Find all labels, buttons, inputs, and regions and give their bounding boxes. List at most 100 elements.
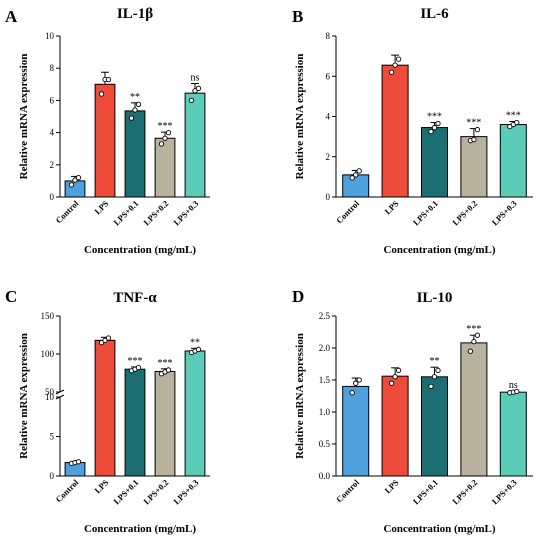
y-tick-label: 1.5: [319, 375, 331, 385]
data-point: [68, 182, 75, 188]
x-tick-label: LPS: [92, 477, 110, 495]
panel-letter: B: [292, 7, 303, 26]
data-point: [105, 335, 112, 341]
bar-control: [342, 174, 370, 198]
data-point: [165, 129, 172, 136]
bar-lps-0-1: [420, 376, 449, 477]
bar-lps: [381, 375, 409, 477]
chart-title: IL-6: [420, 6, 449, 22]
data-point: [514, 388, 520, 395]
x-tick-label: Control: [53, 198, 80, 225]
data-point: [105, 76, 112, 83]
chart-title: IL-10: [417, 290, 453, 306]
y-tick-label: 2.0: [319, 343, 331, 353]
x-tick-label: LPS+0.2: [450, 198, 479, 227]
y-tick-label: 2.5: [319, 311, 331, 321]
data-point: [356, 168, 362, 174]
bar-lps-0-3: [184, 350, 206, 477]
data-point: [195, 85, 202, 91]
data-point: [474, 126, 481, 133]
x-tick-label: LPS+0.2: [450, 477, 479, 506]
x-tick-label: LPS+0.2: [141, 477, 170, 506]
y-axis-label: Relative mRNA expression: [18, 54, 30, 180]
significance-label: ***: [158, 358, 173, 369]
chart-title: IL-1β: [117, 6, 153, 22]
data-point: [98, 91, 105, 97]
significance-label: **: [130, 92, 140, 103]
data-point: [388, 380, 395, 386]
data-point: [72, 177, 78, 183]
significance-label: **: [430, 356, 440, 367]
bar-lps-0-3: [499, 391, 527, 477]
y-tick-label: 50: [45, 387, 55, 397]
bar-lps-0-1: [124, 368, 146, 477]
y-axis-label: Relative mRNA expression: [294, 333, 306, 459]
data-point: [514, 119, 520, 126]
x-tick-label: LPS+0.1: [411, 477, 440, 506]
y-axis-label: Relative mRNA expression: [18, 333, 30, 459]
significance-label: ***: [427, 112, 442, 123]
significance-label: ***: [128, 356, 143, 367]
data-point: [392, 62, 398, 68]
y-tick-label: 0.0: [319, 471, 331, 481]
y-axis-label: Relative mRNA expression: [294, 54, 306, 180]
chart-panel-b: B IL-6 0 2 4 6 8 Relative mRNA expression Contro…: [292, 6, 533, 256]
y-tick-label: 10: [45, 31, 55, 41]
x-tick-label: LPS+0.2: [141, 198, 170, 227]
y-tick-label: 100: [41, 349, 55, 359]
significance-label: ***: [466, 118, 481, 129]
x-tick-label: Control: [334, 477, 361, 504]
data-point: [471, 136, 477, 143]
data-point: [388, 69, 395, 75]
data-point: [75, 459, 82, 465]
panel-letter: C: [5, 287, 17, 306]
data-point: [431, 374, 438, 380]
x-tick-label: LPS+0.3: [171, 198, 200, 227]
bar-lps-0-2: [460, 342, 488, 477]
y-tick-label: 8: [326, 31, 331, 41]
x-axis-label: Concentration (mg/mL): [383, 523, 495, 535]
data-point: [188, 97, 195, 104]
x-tick-label: LPS+0.3: [490, 198, 519, 227]
data-point: [435, 120, 441, 127]
y-tick-label: 6: [326, 71, 331, 81]
data-point: [467, 348, 474, 354]
chart-panel-d: D IL-10 0.0 0.5 1.0 1.5 2.0 2.5 Relative mRNA ex…: [292, 287, 533, 535]
data-point: [162, 135, 168, 141]
y-tick-label: 2: [326, 152, 331, 162]
y-tick-label: 2: [50, 160, 55, 170]
y-tick-label: 0: [50, 471, 55, 481]
bar-lps-0-3: [499, 124, 527, 198]
y-tick-label: 10: [45, 392, 55, 402]
bar-control: [64, 180, 86, 198]
y-tick-label: 0.5: [319, 439, 331, 449]
data-point: [158, 141, 165, 147]
y-tick-label: 4: [326, 112, 331, 122]
data-point: [428, 383, 434, 390]
significance-label: ***: [158, 121, 173, 132]
bar-lps: [94, 83, 116, 198]
bar-lps-0-2: [460, 136, 488, 198]
data-point: [435, 367, 441, 374]
x-tick-label: LPS+0.1: [411, 198, 440, 227]
x-axis-label: Concentration (mg/mL): [383, 244, 495, 256]
bar-lps-0-3: [184, 92, 206, 198]
data-point: [474, 332, 481, 338]
x-tick-label: LPS+0.1: [111, 477, 140, 506]
data-point: [392, 374, 398, 380]
x-tick-label: Control: [334, 198, 361, 225]
y-tick-label: 0: [326, 192, 331, 202]
x-tick-label: LPS: [382, 477, 400, 495]
bar-lps-0-2: [154, 137, 176, 198]
x-axis-label: Concentration (mg/mL): [84, 244, 196, 256]
significance-label: ***: [466, 324, 481, 335]
data-point: [165, 367, 172, 373]
data-point: [356, 377, 362, 383]
data-point: [428, 128, 434, 135]
significance-label: ***: [506, 111, 521, 122]
data-point: [395, 367, 402, 374]
y-tick-label: 1.0: [319, 407, 331, 417]
bar-lps-0-1: [124, 110, 146, 198]
